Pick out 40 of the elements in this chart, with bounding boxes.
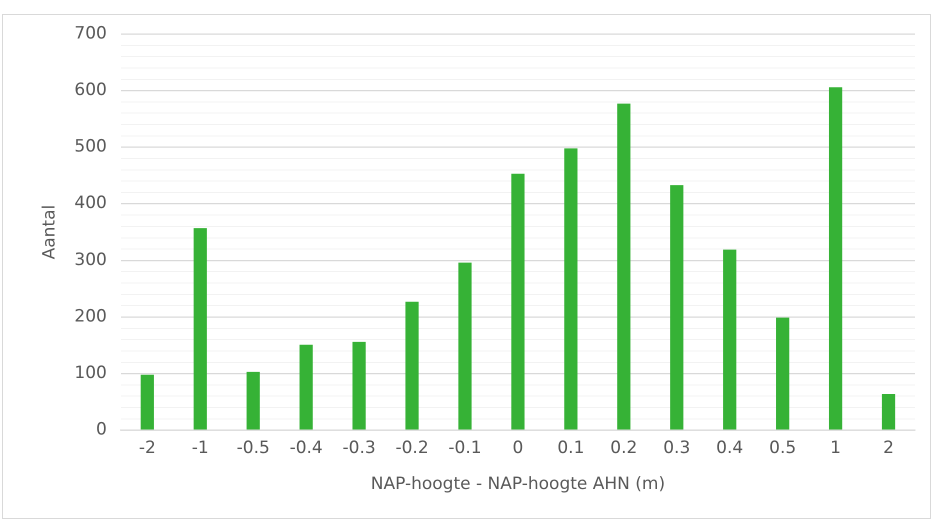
bar: [405, 302, 419, 430]
x-tick-label: 0.1: [557, 438, 584, 458]
x-tick-label: -0.1: [448, 438, 482, 458]
y-tick-label: 700: [74, 23, 107, 44]
bar: [458, 262, 472, 430]
x-tick-label: 0: [512, 438, 524, 458]
bar: [246, 372, 260, 430]
y-tick-label: 600: [74, 80, 107, 100]
x-tick-label: 0.3: [663, 438, 690, 458]
bar: [511, 174, 525, 430]
bar: [828, 87, 842, 430]
bar: [617, 104, 630, 430]
bar: [723, 250, 736, 430]
y-tick-label: 0: [96, 420, 107, 440]
x-tick-label: 2: [883, 438, 894, 458]
x-axis-title: NAP-hoogte - NAP-hoogte AHN (m): [370, 474, 666, 494]
bar: [882, 394, 896, 430]
bar: [776, 318, 790, 430]
x-tick-label: 0.4: [716, 438, 744, 458]
x-tick-label: -0.5: [236, 438, 270, 458]
bar: [140, 374, 154, 430]
bar: [300, 344, 313, 430]
bar: [564, 148, 578, 430]
y-axis-title: Aantal: [40, 204, 60, 260]
x-tick-label: -2: [138, 438, 156, 458]
x-tick-label: -1: [192, 438, 209, 458]
x-tick-label: 1: [830, 438, 841, 458]
x-tick-label: 0.2: [610, 438, 638, 458]
y-tick-label: 400: [74, 193, 107, 214]
x-tick-label: -0.2: [395, 438, 429, 458]
bar: [194, 228, 207, 430]
x-tick-label: -0.3: [342, 438, 376, 458]
y-tick-label: 100: [74, 363, 107, 384]
y-tick-label: 200: [74, 306, 107, 326]
x-tick-label: -0.4: [290, 438, 323, 458]
y-tick-label: 300: [74, 250, 107, 270]
y-tick-label: 500: [74, 136, 107, 157]
x-tick-label: 0.5: [769, 438, 796, 458]
bar: [670, 185, 684, 430]
bar: [352, 342, 366, 430]
